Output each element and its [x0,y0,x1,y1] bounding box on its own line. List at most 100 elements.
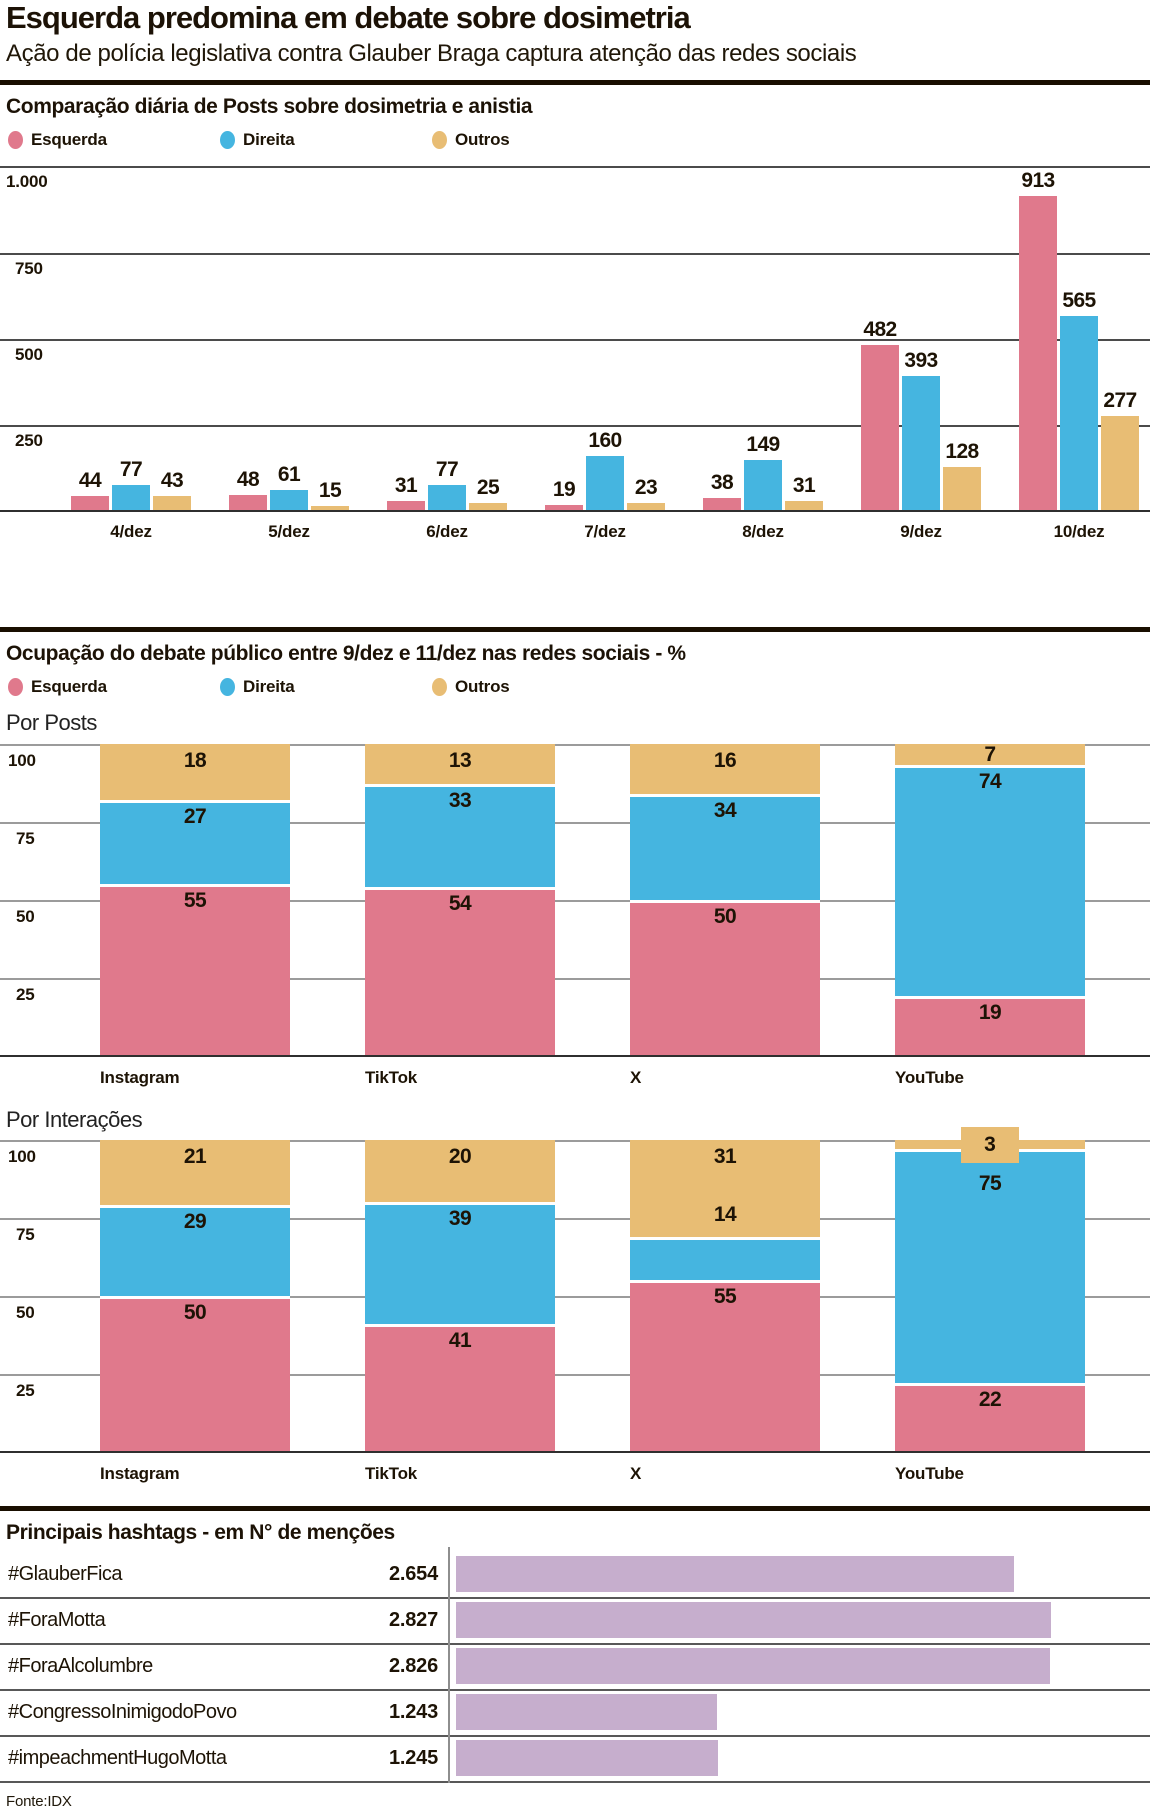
legend-label: Direita [243,677,295,697]
gridline [0,1295,1150,1298]
segment-outros [100,1139,290,1206]
gridline [0,1217,1150,1220]
bar-value-label: 25 [476,475,500,499]
bar-direita [428,484,466,512]
segment-esquerda [365,1323,555,1452]
bar-value-label: 31 [394,473,418,497]
y-tick-label: 25 [16,1380,35,1400]
segment-value-label: 21 [183,1144,207,1168]
segment-direita [895,1149,1085,1384]
bar-direita [112,484,150,512]
segment-value-label: 18 [183,748,207,772]
segment-value-label: 41 [448,1328,472,1352]
bar-esquerda [861,344,899,512]
bar-value-label: 128 [945,440,979,464]
legend-item-esquerda: Esquerda [8,677,220,697]
legend-label: Outros [455,130,510,150]
y-tick-label: 750 [15,258,43,278]
y-tick-label: 1.000 [6,172,48,192]
section-divider [0,80,1150,86]
bar-value-label: 38 [710,471,734,495]
bar-value-label: 149 [746,432,780,456]
segment-direita [100,1205,290,1296]
legend-item-direita: Direita [220,130,432,150]
hashtag-bar [456,1555,1015,1592]
esquerda-dot [8,131,23,150]
bar-esquerda [703,498,741,512]
bar-direita [744,459,782,512]
hashtag-bar-area [456,1645,1150,1689]
bar-value-label: 160 [588,429,622,453]
segment-value-label: 55 [713,1285,737,1309]
y-tick-label: 50 [16,906,35,926]
segment-direita [365,784,555,888]
hashtag-axis-line [448,1546,450,1783]
bar-direita [902,375,940,512]
hashtag-value: 2.827 [388,1609,438,1632]
gridline [0,899,1150,902]
daily-posts-chart: 1.000 750 500 250 44 77 43 4/dez 48 61 15 5/dez 31 77… [0,166,1150,548]
x-tick-label: YouTube [895,1463,964,1483]
segment-direita [630,1236,820,1281]
bar-esquerda [1019,196,1057,512]
x-tick-label: Instagram [100,1463,180,1483]
segment-esquerda [100,1295,290,1452]
x-tick-label: X [630,1463,642,1483]
hashtag-bar-area [456,1737,1150,1781]
segment-direita [895,765,1085,997]
bar-outros [943,467,981,512]
bar-outros [153,496,191,512]
section-hashtags: Principais hashtags - em N° de menções #… [0,1521,1150,1783]
segment-outros [100,743,290,800]
y-tick-label: 75 [16,1224,35,1244]
gridline [0,743,1150,746]
segment-value-label: 7 [984,742,996,766]
direita-dot [220,131,235,150]
segment-value-label: 31 [713,1144,737,1168]
segment-outros [365,1139,555,1203]
segment-value-label: 55 [183,889,207,912]
legend-label: Esquerda [31,130,107,150]
section2-title: Ocupação do debate público entre 9/dez e… [6,642,686,666]
bar-esquerda [229,494,267,512]
x-axis-line [0,1450,1150,1453]
segment-value-label: 54 [448,892,472,916]
segment-value-label: 20 [448,1144,472,1168]
y-tick-label: 250 [15,431,43,451]
bar-value-label: 77 [119,457,143,481]
page-title: Esquerda predomina em debate sobre dosim… [6,0,691,35]
segment-esquerda [365,887,555,1056]
bar-direita [270,490,308,512]
por-interacoes-title: Por Interações [6,1106,143,1132]
bar-esquerda [387,500,425,512]
x-tick-label: 8/dez [742,522,784,542]
x-axis-line [0,510,1150,513]
section-divider [0,1505,1150,1511]
hashtag-bar [456,1601,1051,1638]
y-tick-label: 100 [8,1146,36,1166]
outros-dot [432,678,447,697]
y-tick-label: 25 [16,984,35,1004]
x-tick-label: 7/dez [584,522,626,542]
segment-value-label: 39 [448,1207,472,1231]
bar-value-label: 23 [634,476,658,500]
y-tick-label: 500 [15,344,43,364]
hashtag-row: #CongressoInimigodoPovo 1.243 [0,1691,1150,1737]
x-tick-label: TikTok [365,1463,418,1483]
bar-value-label: 48 [236,467,260,491]
outros-dot [432,131,447,150]
hashtags-title: Principais hashtags - em N° de menções [6,1520,395,1544]
page-subtitle: Ação de polícia legislativa contra Glaub… [6,39,857,67]
bar-value-label: 31 [792,473,816,497]
y-tick-label: 75 [16,828,35,848]
legend-label: Direita [243,130,295,150]
chart1-legend: Esquerda Direita Outros [8,130,1150,150]
segment-value-label: 22 [978,1388,1002,1412]
hashtag-bar [456,1693,718,1730]
bar-value-label: 913 [1021,169,1055,193]
x-axis-line [0,1054,1150,1057]
bar-outros [311,506,349,512]
bar-direita [586,456,624,512]
x-tick-label: 10/dez [1053,522,1105,542]
